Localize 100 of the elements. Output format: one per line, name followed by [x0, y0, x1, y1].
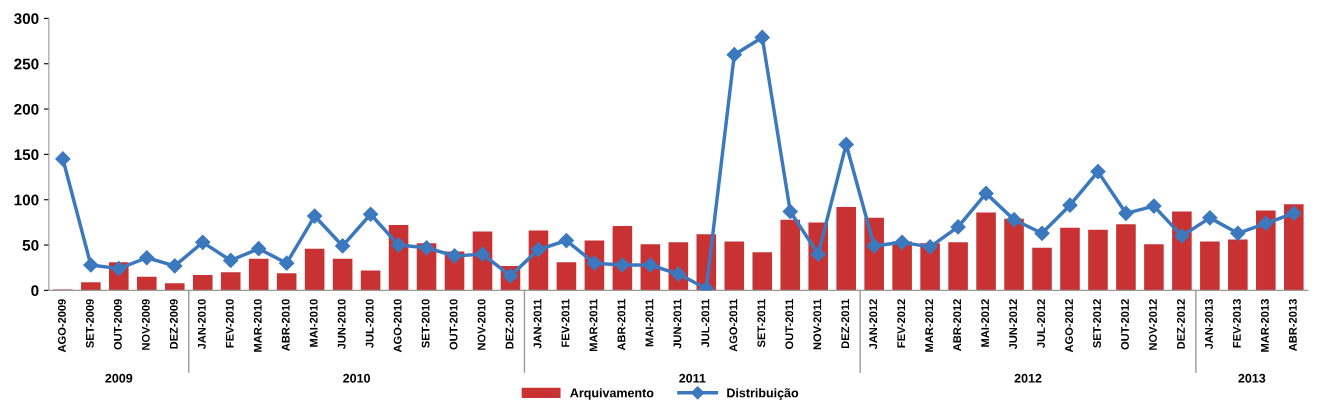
bar	[1256, 210, 1276, 291]
point	[195, 234, 211, 250]
x-tick-label: DEZ-2009	[169, 299, 178, 349]
x-tick-label: SET-2010	[421, 299, 430, 348]
point	[418, 240, 435, 256]
x-tick-label: ABR-2010	[281, 299, 290, 351]
x-tick-label: JUN-2011	[673, 299, 682, 349]
text: 2010	[343, 373, 370, 383]
x-tick-label: MAI-2010	[309, 299, 318, 347]
x-tick-label: SET-2012	[1093, 299, 1101, 348]
x-tick-label: AGO-2012	[1065, 299, 1073, 353]
bar	[1200, 241, 1220, 291]
x-tick-label: FEV-2010	[225, 299, 234, 348]
x-tick-label: AGO-2010	[393, 299, 402, 353]
x-tick-label: JUL-2011	[701, 299, 710, 348]
y-tick-label: 50	[22, 239, 39, 251]
bar	[1060, 227, 1080, 291]
x-tick-label: JUL-2012	[1037, 299, 1045, 348]
bar	[780, 219, 801, 291]
point	[558, 232, 575, 249]
point	[894, 234, 910, 250]
x-tick-label: JAN-2011	[533, 299, 542, 349]
bar	[1228, 239, 1248, 291]
bar	[1004, 218, 1024, 291]
x-tick-label: MAR-2010	[253, 299, 262, 352]
x-tick-label: FEV-2011	[561, 299, 570, 347]
text: 2011	[679, 373, 706, 383]
bar	[332, 258, 353, 291]
point	[782, 203, 798, 220]
x-tick-label: DEZ-2011	[841, 299, 850, 349]
point	[1258, 215, 1274, 231]
bar	[752, 252, 773, 291]
x-tick-label: JAN-2013	[1204, 299, 1213, 350]
bar	[948, 242, 968, 291]
y-tick-label: 300	[14, 13, 39, 25]
x-tick-label: ABR-2013	[1288, 299, 1297, 351]
x-tick-label: OUT-2011	[785, 299, 794, 349]
point	[978, 185, 994, 201]
bar	[360, 270, 381, 291]
bar	[276, 273, 297, 291]
point	[1062, 197, 1078, 213]
point	[1202, 210, 1218, 226]
point	[279, 255, 295, 271]
x-tick-label: NOV-2009	[141, 299, 150, 350]
bar	[192, 274, 213, 291]
x-tick-label: FEV-2013	[1232, 299, 1241, 348]
bar	[248, 258, 269, 291]
x-tick-label: DEZ-2010	[505, 299, 514, 349]
x-tick-label: DEZ-2012	[1177, 299, 1185, 349]
x-tick-label: OUT-2010	[449, 299, 458, 350]
bar	[1284, 204, 1304, 291]
point	[83, 257, 99, 273]
text: 2012	[1014, 373, 1042, 383]
bar	[137, 276, 157, 291]
point	[1090, 164, 1106, 180]
point	[726, 47, 742, 63]
x-tick-label: JUL-2010	[365, 299, 374, 348]
x-tick-label: MAR-2012	[925, 299, 934, 352]
point	[530, 242, 547, 258]
x-tick-label: MAR-2011	[589, 299, 598, 352]
x-tick-label: NOV-2010	[477, 299, 486, 350]
point	[1146, 198, 1162, 214]
bar	[81, 282, 101, 291]
y-tick-label: 150	[14, 149, 39, 161]
y-tick-label: 100	[14, 194, 39, 206]
x-tick-label: NOV-2011	[813, 299, 822, 350]
y-tick-label: 250	[14, 58, 39, 70]
x-tick-label: OUT-2009	[113, 299, 122, 350]
x-tick-label: FEV-2012	[897, 299, 906, 348]
point	[335, 238, 351, 254]
bar	[304, 248, 325, 291]
point	[391, 237, 407, 253]
text: 2009	[105, 373, 133, 383]
point	[223, 252, 239, 269]
point	[446, 248, 463, 264]
x-tick-label: MAR-2013	[1260, 299, 1269, 352]
point	[866, 238, 882, 254]
x-tick-label: AGO-2011	[729, 299, 738, 352]
bar	[220, 272, 241, 291]
point	[950, 219, 966, 235]
x-tick-label: JAN-2012	[869, 299, 878, 350]
text: 2013	[1238, 373, 1266, 383]
bar	[164, 283, 185, 291]
point	[810, 246, 826, 262]
y-tick-label: 0	[31, 285, 39, 297]
point	[1006, 212, 1022, 228]
point	[922, 239, 938, 255]
bar	[976, 212, 996, 291]
point	[1034, 225, 1050, 241]
x-tick-label: ABR-2012	[953, 299, 962, 351]
point	[754, 29, 770, 46]
x-tick-label: MAI-2012	[981, 299, 990, 347]
point	[1174, 228, 1190, 244]
point	[251, 241, 267, 257]
x-tick-label: MAI-2011	[645, 299, 654, 347]
x-tick-label: ABR-2011	[617, 299, 626, 351]
x-tick-label: JUN-2012	[1009, 299, 1018, 350]
x-tick-label: JUN-2010	[337, 299, 346, 350]
point	[1230, 225, 1246, 241]
bar	[1116, 224, 1136, 291]
